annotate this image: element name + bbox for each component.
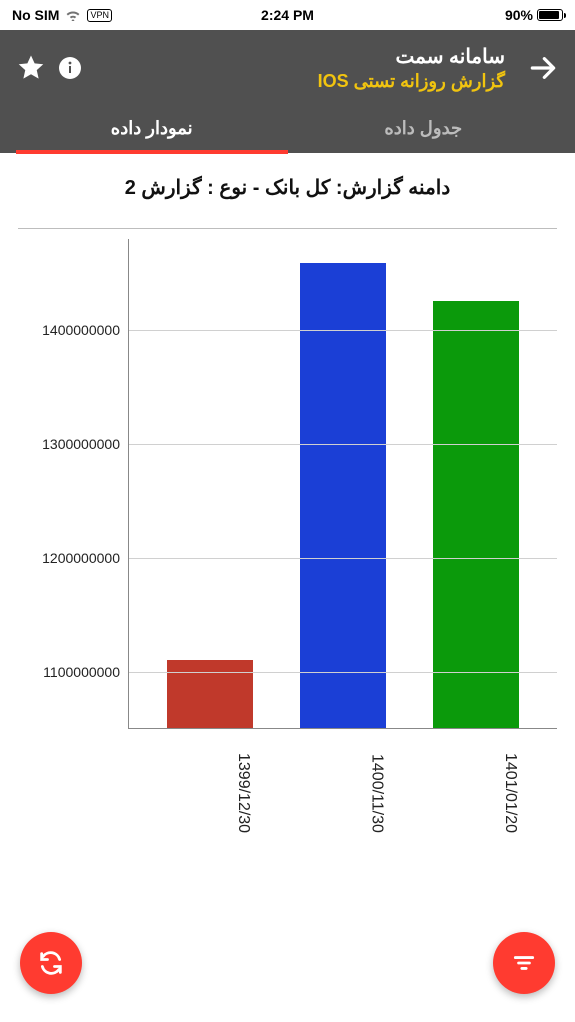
y-tick-label: 1100000000 <box>43 664 120 680</box>
page-subtitle: گزارش روزانه تستی IOS <box>94 71 505 92</box>
header-titles: سامانه سمت گزارش روزانه تستی IOS <box>94 44 505 92</box>
arrow-right-icon <box>527 52 559 84</box>
battery-fill <box>539 11 559 19</box>
y-tick-label: 1200000000 <box>42 550 120 566</box>
tab-label: جدول داده <box>384 118 462 138</box>
carrier-text: No SIM <box>12 7 59 23</box>
grid-line <box>129 444 557 445</box>
grid-line <box>129 558 557 559</box>
header-action-icons <box>16 53 82 83</box>
grid-line <box>129 672 557 673</box>
grid-line <box>129 330 557 331</box>
status-right: 90% <box>505 7 563 23</box>
y-tick-label: 1300000000 <box>42 436 120 452</box>
bar[interactable] <box>300 263 386 728</box>
app-header: سامانه سمت گزارش روزانه تستی IOS نمودار … <box>0 30 575 153</box>
app-title: سامانه سمت <box>94 44 505 69</box>
content: دامنه گزارش: کل بانک - نوع : گزارش 2 110… <box>0 153 575 849</box>
divider <box>18 228 557 229</box>
info-button[interactable] <box>58 56 82 80</box>
info-icon <box>58 56 82 80</box>
clock: 2:24 PM <box>261 7 314 23</box>
filter-fab[interactable] <box>493 932 555 994</box>
tab-label: نمودار داده <box>111 118 193 138</box>
bar-chart: 1100000000 1200000000 1300000000 1400000000… <box>18 239 557 849</box>
bar[interactable] <box>433 301 519 728</box>
tab-chart[interactable]: نمودار داده <box>16 106 288 153</box>
refresh-fab[interactable] <box>20 932 82 994</box>
y-axis: 1100000000 1200000000 1300000000 1400000000 <box>18 239 128 729</box>
report-title: دامنه گزارش: کل بانک - نوع : گزارش 2 <box>18 175 557 200</box>
bar[interactable] <box>167 660 253 728</box>
filter-icon <box>511 950 537 976</box>
plot-area <box>128 239 557 729</box>
x-tick-label: 1399/12/30 <box>166 729 252 849</box>
header-top: سامانه سمت گزارش روزانه تستی IOS <box>16 44 559 92</box>
star-icon <box>16 53 46 83</box>
wifi-icon <box>65 9 81 21</box>
x-tick-label: 1400/11/30 <box>299 729 385 849</box>
tab-table[interactable]: جدول داده <box>288 106 560 153</box>
status-left: No SIM VPN <box>12 7 112 23</box>
back-button[interactable] <box>527 52 559 84</box>
status-bar: No SIM VPN 2:24 PM 90% <box>0 0 575 30</box>
tabs: نمودار داده جدول داده <box>16 106 559 153</box>
x-axis: 1399/12/30 1400/11/30 1401/01/20 <box>128 729 557 849</box>
favorite-button[interactable] <box>16 53 46 83</box>
vpn-badge: VPN <box>87 9 112 22</box>
bars-container <box>129 239 557 728</box>
refresh-icon <box>37 949 65 977</box>
battery-icon <box>537 9 563 21</box>
x-tick-label: 1401/01/20 <box>433 729 519 849</box>
battery-pct: 90% <box>505 7 533 23</box>
y-tick-label: 1400000000 <box>42 322 120 338</box>
